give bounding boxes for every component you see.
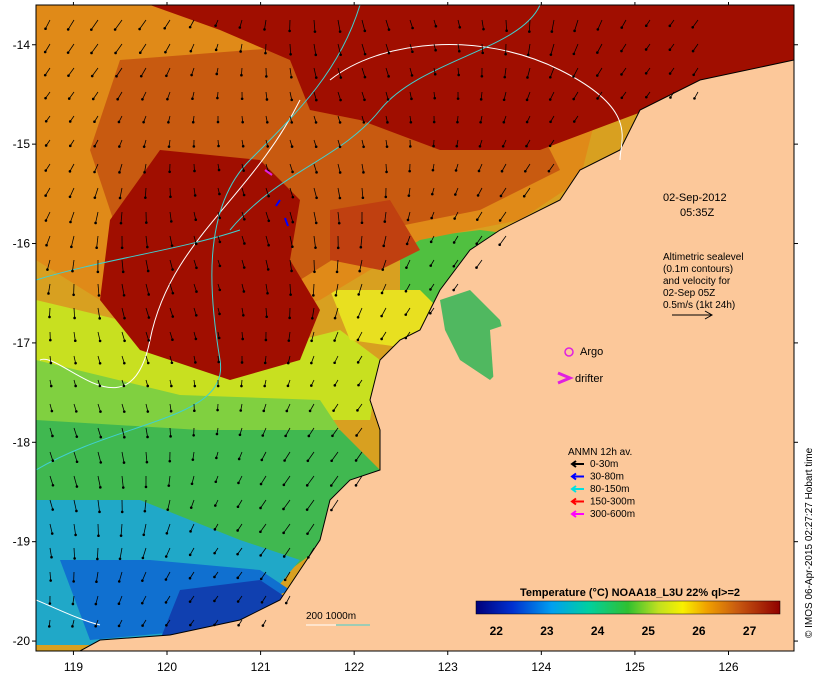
altimetry-line-5: 0.5m/s (1kt 24h): [663, 300, 735, 311]
argo-label: Argo: [580, 346, 603, 358]
velocity-arrows: [43, 19, 699, 628]
anmn-arrow-icon: [570, 497, 584, 506]
coastline: [79, 59, 794, 651]
scale-arrow-icon: [672, 310, 714, 320]
anmn-arrow-icon: [570, 472, 584, 481]
anmn-arrow-icon: [570, 460, 584, 468]
y-tick-label: -17: [13, 336, 31, 350]
anmn-item-label: 30-80m: [590, 472, 624, 483]
colorbar-tick-label: 24: [591, 624, 605, 638]
anmn-item-label: 80-150m: [590, 484, 629, 495]
anmn-item-label: 300-600m: [590, 509, 635, 520]
drifter-label: drifter: [575, 373, 603, 385]
marker-legend: Argo drifter: [557, 346, 603, 385]
colorbar-tick-label: 22: [490, 624, 504, 638]
altimetry-line-2: (0.1m contours): [663, 264, 733, 275]
x-tick-label: 121: [251, 660, 271, 674]
y-axis: -14 -15 -16 -17 -18 -19 -20: [13, 38, 798, 648]
y-tick-label: -19: [13, 535, 31, 549]
y-tick-label: -14: [13, 38, 31, 52]
x-tick-label: 119: [64, 660, 83, 674]
argo-circle-icon: [564, 347, 574, 357]
depth-legend: 200 1000m: [306, 611, 370, 626]
credit-text: © IMOS 06-Apr-2015 02:27:27 Hobart time: [804, 447, 815, 638]
anmn-title: ANMN 12h av.: [568, 447, 632, 458]
x-axis: 119 120 121 122 123 124 125 126: [64, 2, 739, 674]
altimetry-line-4: 02-Sep 05Z: [663, 288, 715, 299]
x-tick-label: 125: [625, 660, 645, 674]
anmn-moorings: [264, 169, 289, 227]
y-tick-label: -20: [13, 634, 31, 648]
colorbar-gradient: [475, 600, 781, 615]
x-tick-label: 120: [157, 660, 177, 674]
altimetry-line-1: Altimetric sealevel: [663, 252, 744, 263]
altimetry-legend: Altimetric sealevel (0.1m contours) and …: [663, 252, 744, 320]
x-tick-label: 123: [438, 660, 458, 674]
x-tick-label: 126: [718, 660, 738, 674]
y-tick-label: -18: [13, 435, 31, 449]
time-text: 05:35Z: [680, 207, 715, 219]
colorbar-tick-label: 27: [743, 624, 757, 638]
map-frame: [35, 4, 795, 652]
depth-legend-label: 200 1000m: [306, 611, 356, 622]
y-tick-label: -16: [13, 237, 31, 251]
depth-contours: [36, 5, 623, 626]
y-tick-label: -15: [13, 137, 31, 151]
colorbar-tick-label: 23: [540, 624, 554, 638]
anmn-arrow-icon: [570, 485, 584, 493]
colorbar: Temperature (°C) NOAA18_L3U 22% ql>=2 22…: [475, 587, 781, 638]
altimetry-line-3: and velocity for: [663, 276, 731, 287]
colorbar-tick-label: 25: [642, 624, 656, 638]
colorbar-tick-label: 26: [692, 624, 706, 638]
colorbar-title: Temperature (°C) NOAA18_L3U 22% ql>=2: [520, 587, 740, 599]
x-tick-label: 122: [344, 660, 364, 674]
anmn-item-label: 150-300m: [590, 497, 635, 508]
drifter-chevron-icon: [557, 371, 574, 385]
anmn-arrow-icon: [570, 510, 584, 518]
anmn-item-label: 0-30m: [590, 459, 618, 470]
x-tick-label: 124: [531, 660, 551, 674]
date-text: 02-Sep-2012: [663, 192, 727, 204]
land: [80, 60, 794, 651]
